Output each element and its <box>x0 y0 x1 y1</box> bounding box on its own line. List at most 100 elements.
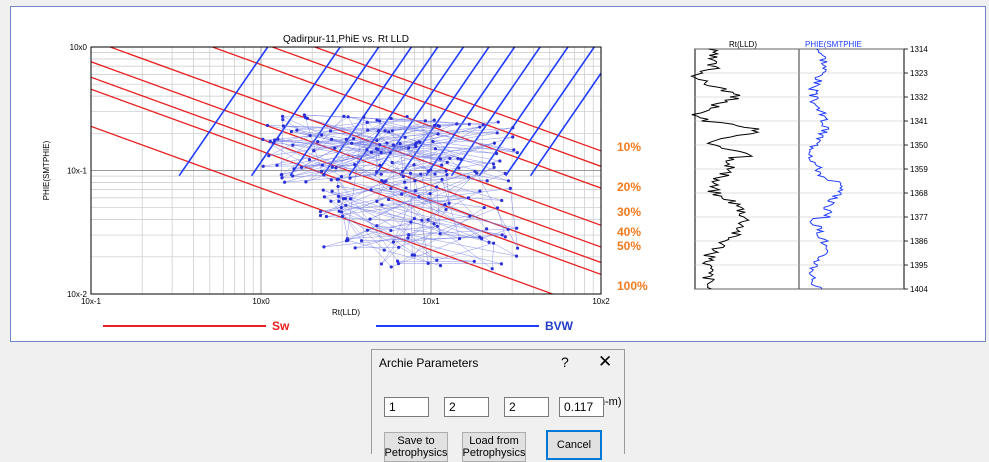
data-point <box>316 140 320 144</box>
log-depth-label: 1323 <box>910 69 928 78</box>
data-point <box>384 179 388 183</box>
data-point <box>481 123 485 127</box>
bvw-line <box>250 47 342 177</box>
data-point <box>374 147 379 151</box>
sw-line <box>91 88 601 276</box>
log-depth-label: 1404 <box>910 285 928 294</box>
log-depth-label: 1368 <box>910 189 928 198</box>
data-point <box>420 218 424 222</box>
data-point <box>380 203 384 207</box>
data-point <box>445 160 449 164</box>
data-point <box>289 129 294 134</box>
sw-line <box>270 47 601 167</box>
log-depth-label: 1386 <box>910 237 928 246</box>
save-to-petrophysics-button[interactable]: Save to Petrophysics <box>384 432 448 462</box>
data-point <box>359 239 364 243</box>
data-point <box>348 176 352 180</box>
data-point <box>273 138 277 142</box>
data-point <box>276 137 280 141</box>
data-point <box>328 129 333 133</box>
data-point <box>478 235 482 239</box>
help-icon[interactable]: ? <box>561 354 569 370</box>
data-point <box>407 146 411 150</box>
data-point <box>426 218 430 222</box>
data-point <box>261 137 265 141</box>
data-point <box>271 141 276 145</box>
data-point <box>344 137 348 141</box>
data-point <box>334 166 338 170</box>
data-point <box>265 123 270 128</box>
data-point <box>322 195 327 199</box>
data-point <box>412 253 417 257</box>
data-point <box>506 179 511 183</box>
data-point <box>406 236 410 240</box>
data-point <box>267 154 271 158</box>
data-point <box>350 141 354 145</box>
data-point <box>295 128 299 132</box>
data-point <box>456 156 460 161</box>
data-point <box>499 262 504 266</box>
close-icon[interactable]: ✕ <box>598 352 613 371</box>
data-point <box>389 265 393 269</box>
m-input[interactable] <box>444 397 489 417</box>
data-point <box>438 232 442 236</box>
data-point <box>457 236 462 241</box>
n-input[interactable] <box>504 397 549 417</box>
dialog-title: Archie Parameters <box>379 356 479 370</box>
data-point <box>275 163 279 167</box>
data-point <box>472 259 476 263</box>
data-point <box>389 228 393 233</box>
data-point <box>390 161 394 165</box>
data-point <box>495 131 499 135</box>
cancel-button[interactable]: Cancel <box>546 430 602 460</box>
data-point <box>344 203 348 207</box>
data-point <box>515 226 519 230</box>
sw-line <box>91 76 601 264</box>
load-from-petrophysics-button[interactable]: Load from Petrophysics <box>462 432 526 462</box>
data-point <box>339 174 344 179</box>
bvw-line <box>478 47 569 177</box>
data-point <box>498 159 502 163</box>
a-input[interactable] <box>384 397 429 417</box>
archie-parameters-dialog: Archie Parameters ? ✕ a m n Rw (ohm-m) S… <box>371 349 625 462</box>
data-point <box>329 178 333 182</box>
data-point <box>340 214 344 219</box>
data-point <box>403 180 407 184</box>
data-point <box>389 116 393 121</box>
data-point <box>336 194 341 198</box>
data-point <box>341 197 346 201</box>
data-point <box>436 132 440 136</box>
data-point <box>383 129 387 133</box>
data-point <box>412 216 416 221</box>
data-point <box>491 162 496 166</box>
log-depth-label: 1395 <box>910 261 928 270</box>
data-point <box>299 165 304 170</box>
data-point <box>444 208 448 212</box>
bvw-line <box>529 71 601 177</box>
bvw-line <box>178 47 269 177</box>
data-point <box>396 262 401 266</box>
data-point <box>281 124 286 128</box>
data-point <box>413 179 417 183</box>
data-point <box>397 245 401 249</box>
data-point <box>440 163 444 167</box>
data-point <box>261 164 265 168</box>
data-point <box>447 201 451 205</box>
data-point <box>412 163 416 167</box>
data-point <box>466 196 470 200</box>
rw-input[interactable] <box>559 397 604 417</box>
sw-line <box>91 125 555 294</box>
data-point <box>268 139 272 143</box>
bvw-lines <box>178 47 601 177</box>
data-point <box>335 177 339 182</box>
plot-panel: 10x-1 10x0 10x1 10x2 10x0 10x-1 10x-2 Qadirpur-… <box>10 6 986 342</box>
log-depth-label: 1314 <box>910 45 928 54</box>
data-point <box>375 138 379 143</box>
x-tick-label: 10x0 <box>252 297 270 306</box>
data-point <box>342 114 346 118</box>
sw-percent-label: 20% <box>617 180 641 194</box>
data-point <box>346 115 350 119</box>
data-point <box>468 214 472 218</box>
data-point <box>378 163 382 167</box>
sw-percent-label: 50% <box>617 239 641 253</box>
